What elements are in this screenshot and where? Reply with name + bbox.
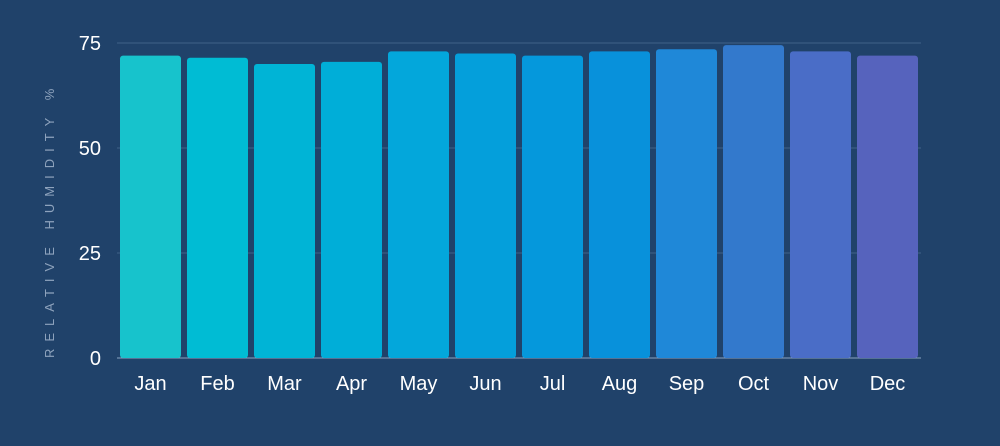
bars-layer <box>120 45 918 359</box>
y-tick-label: 50 <box>79 138 101 160</box>
bar-jan[interactable] <box>120 55 181 358</box>
y-tick-layer: 0 25 50 75 <box>79 33 101 370</box>
bar-mar[interactable] <box>254 64 315 358</box>
x-tick-label: Feb <box>200 373 234 395</box>
bar-may[interactable] <box>388 51 449 359</box>
y-tick-label: 0 <box>90 348 101 370</box>
x-tick-label: Jul <box>540 373 566 395</box>
y-tick-label: 75 <box>79 33 101 55</box>
x-tick-label: Mar <box>267 373 302 395</box>
bar-jul[interactable] <box>522 55 583 358</box>
bar-dec[interactable] <box>857 55 918 358</box>
bar-oct[interactable] <box>723 45 784 358</box>
x-tick-label: Aug <box>602 373 638 395</box>
x-tick-label: May <box>400 373 438 395</box>
bar-nov[interactable] <box>790 51 851 359</box>
x-tick-label: Dec <box>870 373 906 395</box>
bar-aug[interactable] <box>589 51 650 359</box>
x-tick-label: Sep <box>669 373 705 395</box>
bar-feb[interactable] <box>187 57 248 358</box>
bar-apr[interactable] <box>321 61 382 359</box>
y-axis-label: RELATIVE HUMIDITY % <box>42 82 57 358</box>
x-tick-label: Apr <box>336 373 367 395</box>
grid-layer <box>117 42 921 359</box>
x-tick-label: Jan <box>134 373 166 395</box>
x-label-layer: Jan Feb Mar Apr May Jun Jul Aug Sep Oct Nov Dec <box>134 373 905 395</box>
y-tick-label: 25 <box>79 243 101 265</box>
x-tick-label: Oct <box>738 373 770 395</box>
x-tick-label: Jun <box>469 373 501 395</box>
bar-sep[interactable] <box>656 49 717 359</box>
bar-jun[interactable] <box>455 53 516 359</box>
x-tick-label: Nov <box>803 373 839 395</box>
